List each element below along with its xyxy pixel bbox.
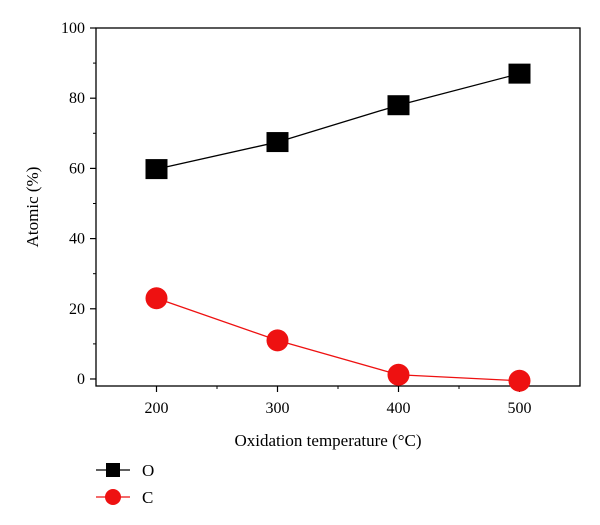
x-tick-label: 400 (387, 400, 411, 417)
series-c (145, 287, 531, 392)
y-tick-label: 40 (69, 231, 85, 248)
legend-item-c: C (96, 488, 153, 507)
data-point-c (266, 329, 289, 352)
data-point-c (508, 369, 531, 392)
y-tick-label: 0 (77, 371, 85, 388)
y-tick-label: 100 (61, 20, 85, 37)
legend-marker-c (105, 489, 121, 505)
y-tick-label: 80 (69, 90, 85, 107)
legend-label-c: C (142, 488, 153, 507)
data-point-c (145, 287, 168, 310)
x-axis-title: Oxidation temperature (°C) (234, 431, 421, 450)
legend-label-o: O (142, 461, 154, 480)
data-point-o (266, 132, 289, 153)
data-point-o (145, 159, 168, 180)
y-tick-label: 20 (69, 301, 85, 318)
x-tick-label: 500 (508, 400, 532, 417)
plot-frame (95, 27, 581, 387)
legend: OC (96, 461, 154, 507)
y-axis-title: Atomic (%) (23, 167, 42, 248)
series-line-c (156, 297, 520, 382)
data-point-c (387, 363, 410, 386)
x-tick-label: 200 (145, 400, 169, 417)
y-tick-label: 60 (69, 160, 85, 177)
series-line-o (156, 72, 520, 170)
x-tick-label: 300 (266, 400, 290, 417)
data-point-o (508, 63, 531, 84)
legend-item-o: O (96, 461, 154, 480)
data-point-o (387, 95, 410, 116)
legend-marker-o (106, 463, 120, 477)
series-o (145, 63, 531, 180)
